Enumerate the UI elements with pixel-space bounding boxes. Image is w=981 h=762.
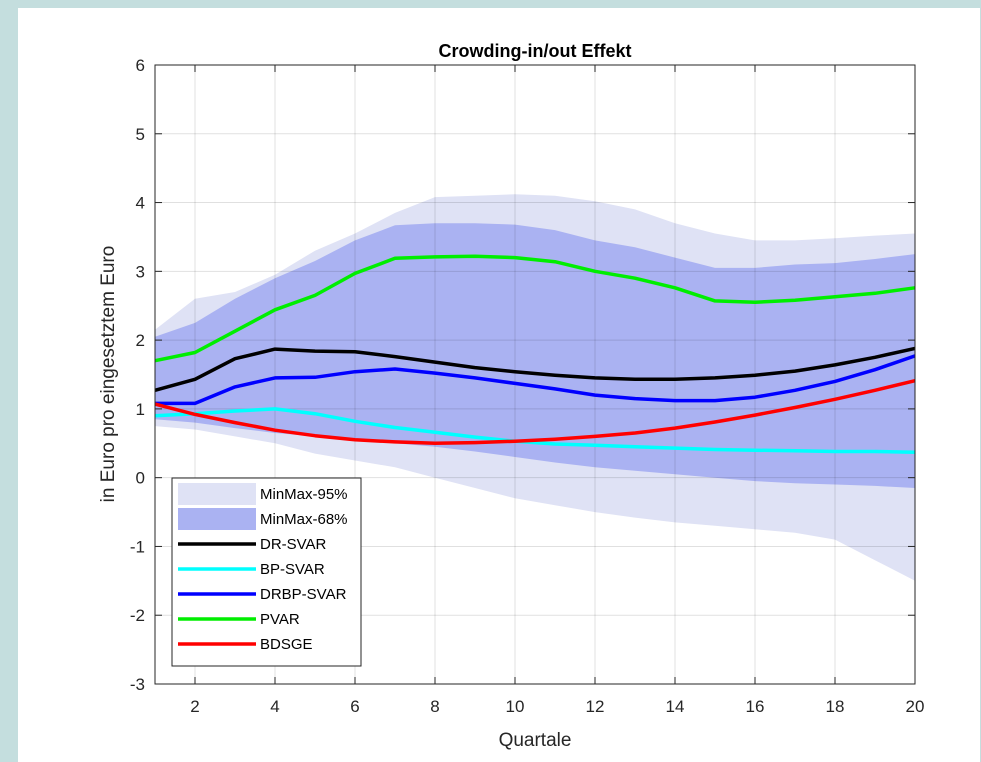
y-tick-label: -1 [130,537,145,556]
series-line-drbp-svar [155,354,916,406]
legend-label: BDSGE [260,636,313,653]
legend-label: MinMax-68% [260,511,348,528]
y-tick-label: 4 [136,194,145,213]
y-tick-label: 3 [136,262,145,281]
legend-label: MinMax-95% [260,486,348,503]
legend-label: DRBP-SVAR [260,586,347,603]
legend-label: BP-SVAR [260,561,325,578]
y-tick-label: -3 [130,675,145,694]
series-line-pvar [154,254,916,363]
y-tick-label: 2 [136,331,145,350]
y-axis-label: in Euro pro eingesetztem Euro [98,246,119,503]
series-line-bp-svar [154,407,916,454]
y-tick-label: 5 [136,125,145,144]
x-tick-label: 12 [586,697,605,716]
x-tick-label: 14 [666,697,685,716]
figure-window: 2 4 6 8 10 12 14 16 18 20 -3 -2 -1 0 1 2 3 4 5 6 Crowding-i… [18,8,980,762]
x-tick-label: 4 [270,697,279,716]
y-tick-label: 0 [136,469,145,488]
legend: MinMax-95% MinMax-68% DR-SVAR BP-SVAR DRBP-S… [171,477,362,667]
legend-label: DR-SVAR [260,536,327,553]
y-tick-label: 6 [136,56,145,75]
legend-swatch-minmax-68- [178,508,256,530]
y-tick-label: 1 [136,400,145,419]
x-axis-label: Quartale [499,730,572,751]
legend-label: PVAR [260,611,300,628]
y-tick-label: -2 [130,606,145,625]
x-tick-label: 16 [746,697,765,716]
series-line-bdsge [154,378,916,446]
axes-box [154,64,916,685]
x-tick-label: 18 [826,697,845,716]
x-tick-label: 8 [430,697,439,716]
chart-title: Crowding-in/out Effekt [439,41,632,61]
series-lines [154,254,916,454]
series-line-dr-svar [154,346,916,392]
x-tick-label: 6 [350,697,359,716]
x-tick-label: 10 [506,697,525,716]
legend-swatch-minmax-95- [178,483,256,505]
x-tick-label: 2 [190,697,199,716]
x-tick-label: 20 [906,697,925,716]
